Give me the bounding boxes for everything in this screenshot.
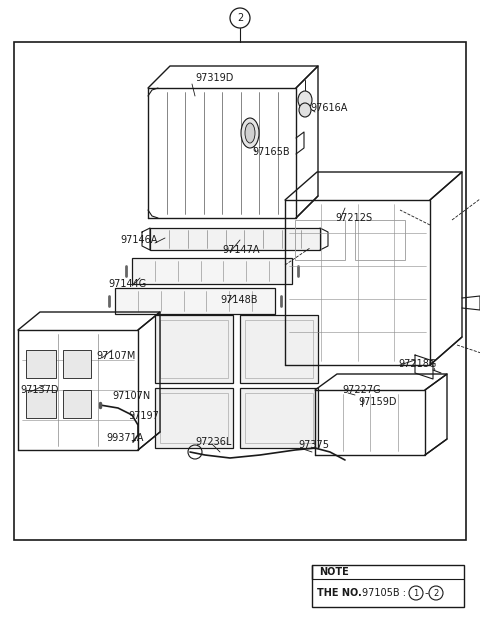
Ellipse shape [245, 123, 255, 143]
Text: 97137D: 97137D [20, 385, 59, 395]
Text: 2: 2 [237, 13, 243, 23]
Text: 97218G: 97218G [398, 359, 436, 369]
Text: 97146A: 97146A [120, 235, 157, 245]
Bar [26, 390, 56, 418]
Text: 97159D: 97159D [358, 397, 396, 407]
Text: 97144G: 97144G [108, 279, 146, 289]
Text: 97107M: 97107M [96, 351, 135, 361]
Bar [312, 565, 464, 607]
Text: 97165B: 97165B [252, 147, 289, 157]
Ellipse shape [241, 118, 259, 148]
Text: 97148B: 97148B [220, 295, 257, 305]
Bar [150, 228, 320, 250]
Text: 99371A: 99371A [106, 433, 144, 443]
Bar [63, 390, 91, 418]
Bar [240, 388, 318, 448]
Bar [155, 315, 233, 383]
Bar [132, 258, 292, 284]
Text: 97236L: 97236L [195, 437, 231, 447]
Bar [155, 388, 233, 448]
Text: 1: 1 [413, 589, 419, 597]
Text: 97616A: 97616A [310, 103, 348, 113]
Ellipse shape [298, 91, 312, 109]
Text: 97147A: 97147A [222, 245, 260, 255]
Text: 97227G: 97227G [342, 385, 381, 395]
Text: 97105B :: 97105B : [362, 588, 409, 598]
Bar [14, 42, 466, 540]
Text: 97375: 97375 [298, 440, 329, 450]
Bar [160, 393, 228, 443]
Text: -: - [424, 588, 428, 598]
Text: 97319D: 97319D [195, 73, 233, 83]
Bar [245, 320, 313, 378]
Text: 2: 2 [433, 589, 439, 597]
Text: THE NO.: THE NO. [317, 588, 362, 598]
Text: 97197: 97197 [128, 411, 159, 421]
Bar [295, 220, 345, 260]
Bar [63, 350, 91, 378]
Bar [160, 320, 228, 378]
Bar [115, 288, 275, 314]
Bar [240, 315, 318, 383]
Bar [355, 220, 405, 260]
Text: 97107N: 97107N [112, 391, 150, 401]
Bar [245, 393, 313, 443]
Bar [26, 350, 56, 378]
Text: NOTE: NOTE [319, 567, 349, 577]
Ellipse shape [299, 103, 311, 117]
Text: 97212S: 97212S [335, 213, 372, 223]
